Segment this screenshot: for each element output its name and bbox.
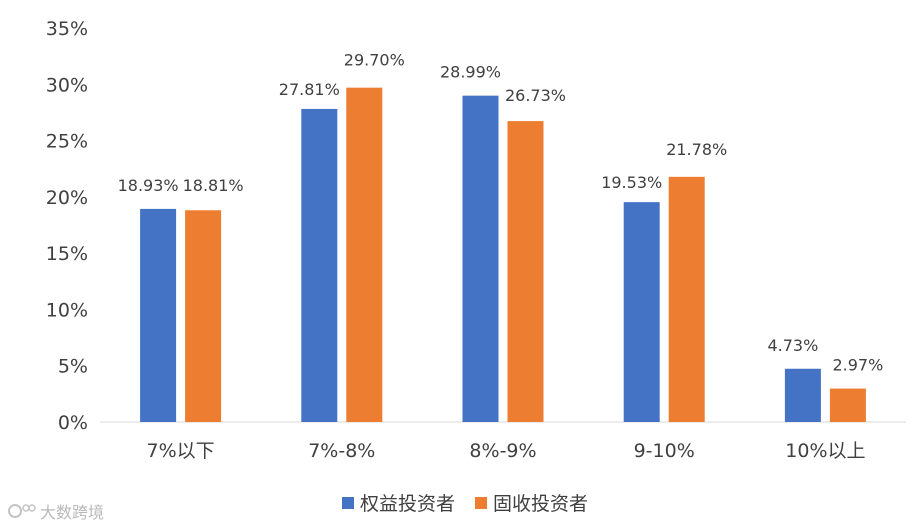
data-label-fixed-income: 2.97% bbox=[832, 356, 883, 375]
x-category-label: 7%-8% bbox=[308, 440, 375, 462]
legend-item-equity: 权益投资者 bbox=[342, 489, 455, 516]
y-tick-label: 25% bbox=[46, 131, 88, 153]
bars-group: 18.93% 18.81% 27.81%29.70% 28.99%26.73% 19.5… bbox=[118, 51, 883, 423]
y-tick-label: 35% bbox=[46, 18, 88, 40]
data-label-equity: 27.81% bbox=[279, 80, 340, 99]
y-tick-label: 0% bbox=[58, 412, 88, 434]
data-label-equity: 18.93% bbox=[118, 176, 179, 195]
x-category-label: 8%-9% bbox=[469, 440, 536, 462]
bar-equity bbox=[462, 95, 499, 422]
legend-label-fixed-income: 固收投资者 bbox=[493, 493, 589, 515]
legend-label-equity: 权益投资者 bbox=[360, 493, 456, 515]
x-category-label: 10%以上 bbox=[785, 440, 865, 462]
legend: 权益投资者 固收投资者 bbox=[342, 489, 608, 516]
y-tick-label: 30% bbox=[46, 74, 88, 96]
bar-equity bbox=[140, 208, 177, 422]
data-label-fixed-income: 26.73% bbox=[505, 86, 566, 105]
x-category-label: 7%以下 bbox=[147, 440, 215, 462]
data-label-equity: 28.99% bbox=[440, 63, 501, 82]
y-tick-label: 15% bbox=[46, 243, 88, 265]
x-category-label: 9-10% bbox=[634, 440, 695, 462]
legend-swatch-equity bbox=[342, 496, 354, 509]
category-labels: 7%以下 7%-8% 8%-9% 9-10% 10%以上 bbox=[147, 440, 866, 462]
watermark: 大数跨境 bbox=[8, 499, 104, 523]
bar-fixed-income bbox=[346, 87, 383, 423]
bar-equity bbox=[301, 108, 338, 423]
y-tick-label: 20% bbox=[46, 187, 88, 209]
data-label-fixed-income: 29.70% bbox=[344, 51, 405, 70]
y-axis-ticks: 0% 5% 10% 15% 20% 25% 30% 35% bbox=[46, 18, 88, 434]
bar-equity bbox=[784, 368, 821, 422]
watermark-text: 大数跨境 bbox=[40, 503, 105, 522]
legend-swatch-fixed-income bbox=[475, 496, 488, 509]
bar-fixed-income bbox=[507, 121, 544, 423]
data-label-fixed-income: 21.78% bbox=[666, 140, 727, 159]
y-tick-label: 5% bbox=[58, 356, 88, 378]
bar-fixed-income bbox=[668, 176, 705, 422]
bar-fixed-income bbox=[185, 210, 222, 422]
bar-equity bbox=[623, 202, 660, 422]
watermark-logo-icon bbox=[8, 504, 36, 518]
data-label-equity: 4.73% bbox=[767, 336, 818, 355]
data-label-fixed-income: 18.81% bbox=[183, 176, 244, 195]
data-label-equity: 19.53% bbox=[601, 173, 662, 192]
legend-item-fixed-income: 固收投资者 bbox=[475, 489, 588, 516]
bar-fixed-income bbox=[829, 388, 866, 422]
y-tick-label: 10% bbox=[46, 299, 88, 321]
